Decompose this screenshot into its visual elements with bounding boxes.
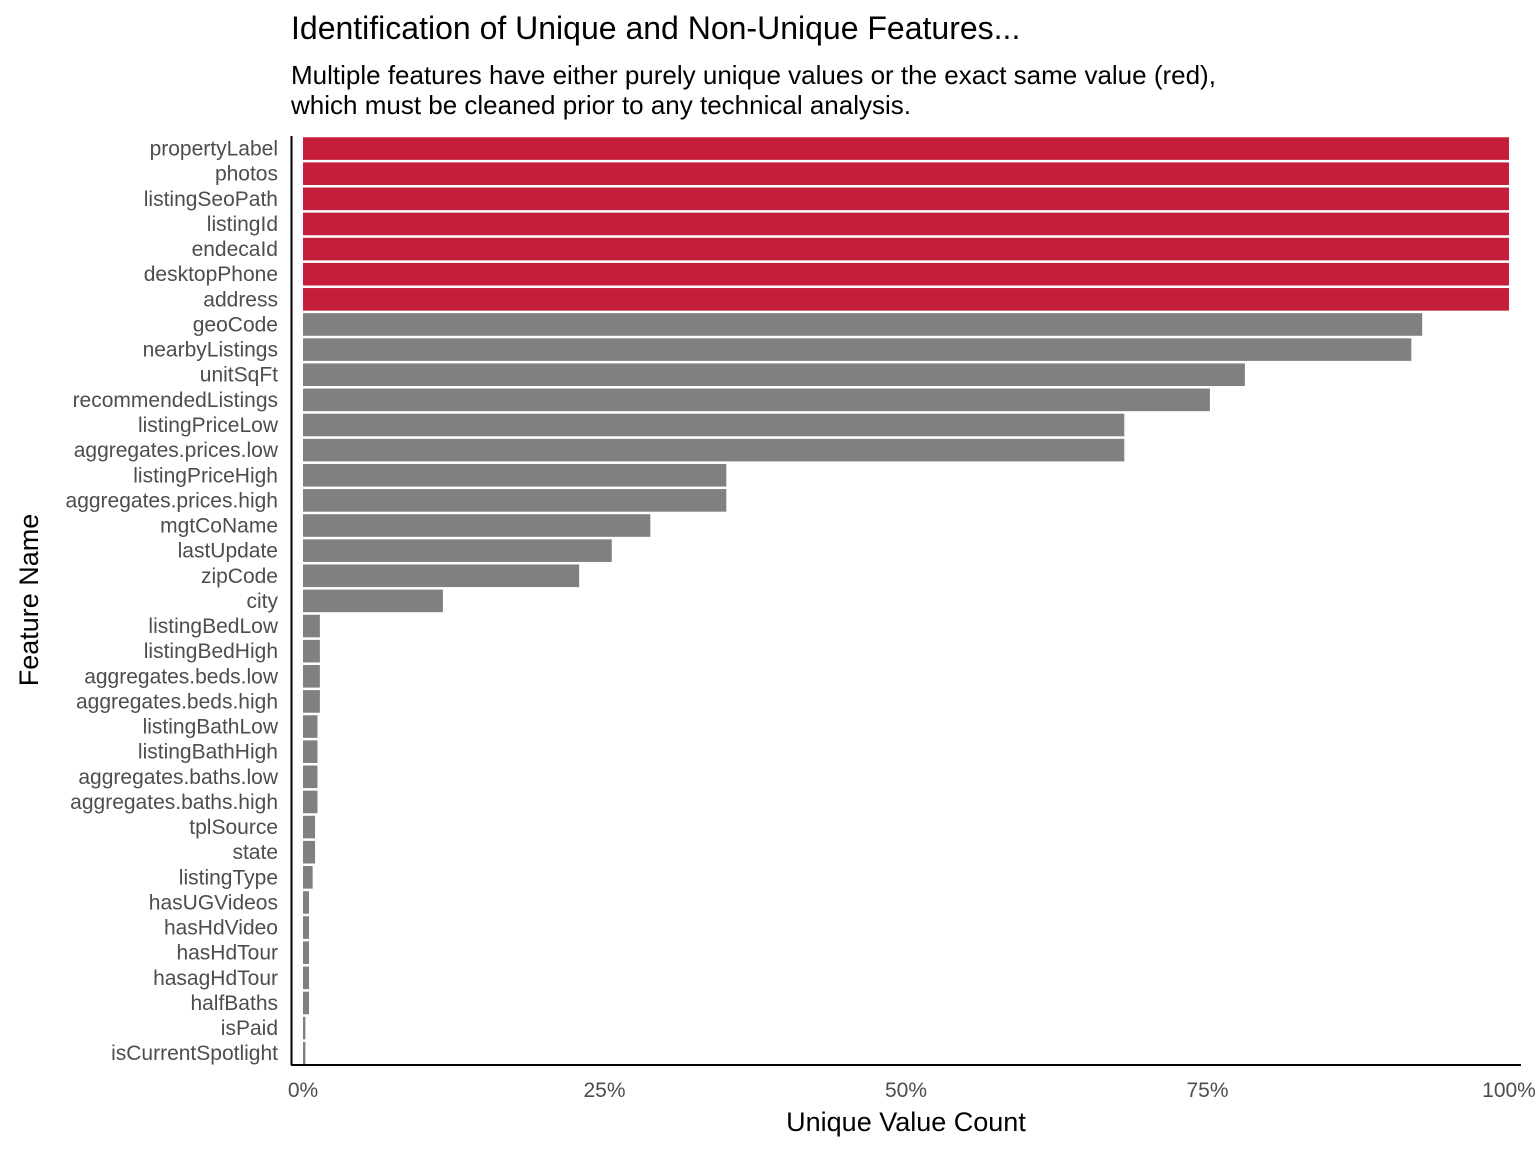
y-tick-label: isCurrentSpotlight (111, 1042, 278, 1065)
bar-zipCode (303, 564, 580, 588)
bar-geoCode (303, 313, 1423, 336)
y-tick-label: aggregates.beds.high (76, 690, 278, 713)
y-tick-label: endecaId (192, 238, 278, 261)
y-tick-label: tplSource (189, 816, 278, 839)
chart-title: Identification of Unique and Non-Unique … (291, 10, 1021, 46)
y-tick-label: photos (215, 163, 278, 186)
y-tick-label: aggregates.baths.high (70, 791, 278, 814)
y-tick-label: desktopPhone (144, 263, 278, 286)
bar-isPaid (303, 1016, 306, 1040)
y-tick-label: aggregates.prices.low (74, 439, 279, 462)
y-tick-label: hasHdTour (176, 942, 278, 965)
bar-address (303, 288, 1509, 311)
bar-aggregates.prices.low (303, 438, 1125, 462)
bar-desktopPhone (303, 262, 1509, 286)
y-tick-label: listingId (207, 213, 278, 236)
y-tick-label: unitSqFt (200, 364, 278, 387)
bar-listingBathHigh (303, 740, 318, 763)
chart-subtitle: Multiple features have either purely uni… (291, 60, 1216, 120)
bar-aggregates.beds.high (303, 690, 320, 713)
bar-propertyLabel (303, 137, 1509, 160)
bar-recommendedListings (303, 388, 1210, 412)
bar-aggregates.prices.high (303, 489, 727, 512)
x-tick-labels: 0% 25% 50% 75% 100% (288, 1079, 1536, 1102)
bar-aggregates.baths.low (303, 765, 318, 789)
bar-city (303, 589, 443, 613)
bar-listingBedHigh (303, 639, 320, 663)
y-tick-label: state (232, 841, 278, 864)
x-axis-title: Unique Value Count (786, 1107, 1026, 1137)
y-tick-label: listingBathLow (143, 716, 279, 739)
y-tick-label: halfBaths (190, 992, 278, 1015)
bars-layer (303, 137, 1509, 1065)
x-tick-label: 75% (1186, 1079, 1228, 1102)
bar-lastUpdate (303, 539, 612, 562)
y-tick-label: hasHdVideo (164, 917, 278, 940)
bar-listingType (303, 866, 313, 889)
bar-aggregates.beds.low (303, 665, 320, 688)
bar-listingBathLow (303, 715, 318, 738)
x-tick-label: 100% (1482, 1079, 1536, 1102)
y-tick-label: aggregates.baths.low (78, 766, 278, 789)
bar-listingBedLow (303, 614, 320, 638)
y-tick-label: propertyLabel (150, 138, 278, 161)
y-tick-label: listingBedLow (148, 615, 278, 638)
bar-aggregates.baths.high (303, 790, 318, 814)
bar-hasUGVideos (303, 891, 310, 914)
bar-halfBaths (303, 991, 310, 1015)
y-tick-label: listingSeoPath (144, 188, 278, 211)
y-tick-label: city (247, 590, 279, 613)
y-tick-label: recommendedListings (73, 389, 278, 412)
bar-listingPriceLow (303, 413, 1125, 437)
x-tick-label: 0% (288, 1079, 318, 1102)
y-axis-title: Feature Name (14, 514, 44, 687)
bar-hasagHdTour (303, 966, 310, 990)
bar-unitSqFt (303, 363, 1245, 387)
y-tick-label: address (203, 288, 278, 311)
y-tick-label: aggregates.beds.low (84, 665, 279, 688)
y-tick-label: listingBedHigh (144, 640, 278, 663)
bar-isCurrentSpotlight (303, 1041, 306, 1065)
x-tick-label: 50% (885, 1079, 927, 1102)
y-tick-label: mgtCoName (160, 515, 278, 538)
y-tick-label: listingBathHigh (138, 741, 278, 764)
bar-listingSeoPath (303, 187, 1509, 211)
bar-tplSource (303, 815, 316, 839)
y-tick-labels: propertyLabelphotoslistingSeoPathlisting… (66, 138, 279, 1066)
y-tick-label: geoCode (193, 313, 278, 336)
bar-nearbyListings (303, 338, 1412, 361)
y-tick-label: hasUGVideos (149, 891, 278, 914)
bar-listingPriceHigh (303, 463, 727, 487)
y-tick-label: listingPriceLow (138, 414, 279, 437)
y-tick-label: listingType (179, 866, 278, 889)
y-tick-label: listingPriceHigh (133, 464, 278, 487)
y-tick-label: isPaid (221, 1017, 278, 1040)
y-tick-label: aggregates.prices.high (66, 489, 278, 512)
x-tick-label: 25% (583, 1079, 625, 1102)
y-tick-label: nearbyListings (143, 339, 278, 362)
bar-hasHdTour (303, 941, 310, 965)
bar-photos (303, 162, 1509, 185)
bar-state (303, 840, 316, 864)
bar-mgtCoName (303, 514, 651, 537)
y-tick-label: zipCode (201, 565, 278, 588)
bar-hasHdVideo (303, 916, 310, 939)
bar-listingId (303, 212, 1509, 236)
y-tick-label: lastUpdate (178, 540, 278, 563)
y-tick-label: hasagHdTour (153, 967, 278, 990)
bar-endecaId (303, 237, 1509, 261)
